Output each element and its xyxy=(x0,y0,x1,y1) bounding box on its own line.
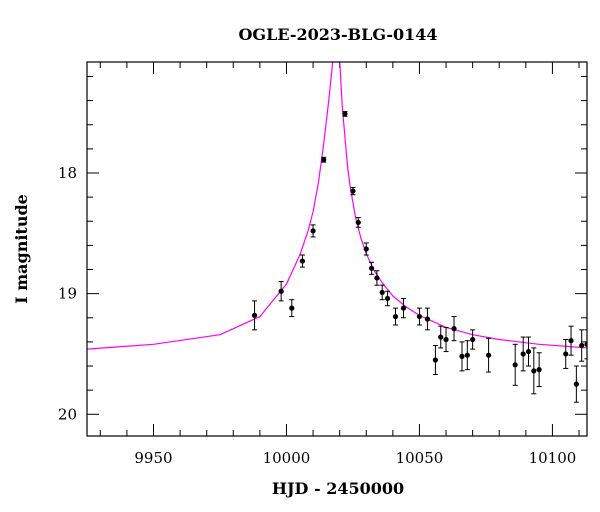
point-marker xyxy=(310,228,316,234)
data-point xyxy=(459,341,465,372)
data-point xyxy=(321,156,327,163)
data-point xyxy=(251,300,258,331)
point-marker xyxy=(278,288,284,294)
data-point xyxy=(584,329,587,360)
point-marker xyxy=(531,368,537,374)
point-marker xyxy=(321,157,327,163)
data-point xyxy=(536,352,542,388)
y-tick-label: 20 xyxy=(58,405,77,423)
point-marker xyxy=(299,258,306,264)
point-marker xyxy=(485,352,492,358)
plot-frame xyxy=(86,61,588,437)
y-tick-label: 19 xyxy=(58,285,77,303)
point-marker xyxy=(400,305,407,311)
data-point xyxy=(289,299,295,318)
point-marker xyxy=(584,341,587,347)
data-point xyxy=(363,242,369,256)
point-marker xyxy=(464,352,470,358)
point-marker xyxy=(438,334,444,340)
data-point xyxy=(464,340,470,371)
point-marker xyxy=(443,336,449,343)
point-marker xyxy=(579,342,585,349)
x-tick-label: 10000 xyxy=(263,449,311,467)
data-point xyxy=(438,325,444,349)
point-marker xyxy=(470,336,476,343)
data-point xyxy=(531,347,537,395)
data-point xyxy=(512,343,518,386)
y-axis-label: I magnitude xyxy=(12,194,31,304)
point-marker xyxy=(451,326,457,332)
point-marker xyxy=(379,289,385,296)
data-point xyxy=(374,270,380,286)
point-marker xyxy=(568,338,574,344)
point-marker xyxy=(520,351,526,357)
point-marker xyxy=(392,313,399,320)
model-curve-line xyxy=(87,62,587,350)
point-marker xyxy=(342,111,348,117)
x-tick-label: 10050 xyxy=(396,449,444,467)
data-point xyxy=(384,290,391,307)
point-marker xyxy=(424,316,431,322)
point-marker xyxy=(459,353,465,359)
data-point xyxy=(392,307,399,326)
point-marker xyxy=(368,265,375,271)
x-tick-label: 10100 xyxy=(529,449,577,467)
point-marker xyxy=(573,381,579,387)
x-axis-label: HJD - 2450000 xyxy=(272,479,404,498)
point-marker xyxy=(432,357,439,363)
x-tick-label: 9950 xyxy=(134,449,172,467)
tick-labels: 9950 10000 10050 10100 18 19 20 xyxy=(58,164,576,467)
point-marker xyxy=(563,351,569,357)
data-point xyxy=(568,325,574,356)
point-marker xyxy=(374,275,380,281)
data-point xyxy=(525,336,532,367)
data-point xyxy=(400,297,407,319)
data-point xyxy=(342,110,348,117)
data-point xyxy=(299,254,306,268)
data-point xyxy=(443,326,449,353)
point-marker xyxy=(350,188,356,194)
data-point xyxy=(416,307,423,326)
data-point xyxy=(310,224,316,238)
data-point xyxy=(573,365,579,403)
point-marker xyxy=(525,348,532,355)
data-point xyxy=(485,337,492,373)
plot-area xyxy=(86,61,588,437)
point-marker xyxy=(416,313,423,320)
data-point xyxy=(579,329,585,362)
data-point xyxy=(368,261,375,275)
chart-title: OGLE-2023-BLG-0144 xyxy=(238,25,437,44)
data-point xyxy=(379,284,385,301)
data-point xyxy=(350,186,356,196)
data-point xyxy=(424,307,431,331)
y-tick-label: 18 xyxy=(58,164,77,182)
data-point xyxy=(451,316,457,342)
data-point xyxy=(520,336,526,372)
data-point xyxy=(355,217,361,228)
data-point xyxy=(278,281,284,302)
axis-ticks xyxy=(87,62,587,436)
point-marker xyxy=(251,312,258,318)
point-marker xyxy=(363,246,369,252)
data-point xyxy=(470,329,476,350)
point-marker xyxy=(384,295,391,302)
point-marker xyxy=(536,367,542,373)
data-point xyxy=(432,345,439,375)
point-marker xyxy=(289,305,295,311)
point-marker xyxy=(512,362,518,368)
point-marker xyxy=(355,219,361,226)
data-points xyxy=(251,110,587,403)
data-point xyxy=(563,338,569,369)
